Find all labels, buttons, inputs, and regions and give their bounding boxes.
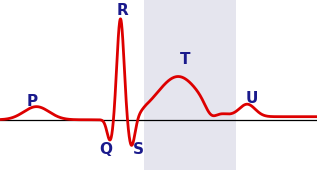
Text: R: R [116,3,128,18]
Text: T: T [180,52,191,67]
Text: U: U [246,91,258,106]
Bar [144,0,236,170]
Text: P: P [26,94,37,109]
Text: S: S [133,142,143,157]
Text: Q: Q [100,142,113,157]
